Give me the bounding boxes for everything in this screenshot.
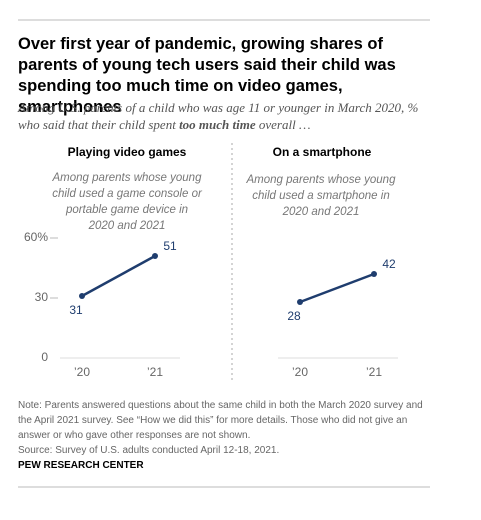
y-tick-label: 0 (41, 350, 48, 364)
point (79, 293, 85, 299)
panel-subtitle: Among parents whose young child used a g… (52, 172, 202, 232)
y-tick-label: 60% (24, 230, 48, 244)
panel-title: On a smartphone (272, 145, 372, 159)
subtitle: Among U.S. parents of a child who was ag… (18, 99, 438, 133)
data-label: 28 (287, 309, 301, 323)
line (81, 254, 156, 298)
subtitle-text: Among U.S. parents of a child who was ag… (18, 100, 419, 132)
y-tick-label: 30 (35, 290, 49, 304)
data-label: 31 (69, 303, 83, 317)
point (371, 271, 377, 277)
organization: PEW RESEARCH CENTER (18, 460, 144, 471)
point (152, 253, 158, 259)
source: Source: Survey of U.S. adults conducted … (18, 445, 280, 456)
data-label: 42 (382, 257, 396, 271)
line (299, 272, 375, 304)
title: Over first year of pandemic, growing sha… (18, 35, 396, 116)
x-tick-label: ’21 (147, 365, 163, 379)
subtitle-text: overall … (255, 117, 311, 132)
data-label: 51 (163, 239, 177, 253)
point (297, 299, 303, 305)
subtitle-emphasis: too much time (179, 117, 256, 132)
x-tick-label: ’20 (292, 365, 308, 379)
note: Note: Parents answered questions about t… (18, 400, 423, 441)
x-tick-label: ’20 (74, 365, 90, 379)
x-tick-label: ’21 (366, 365, 382, 379)
panel-title: Playing video games (67, 145, 187, 159)
panel-subtitle: Among parents whose young child used a s… (246, 174, 396, 218)
